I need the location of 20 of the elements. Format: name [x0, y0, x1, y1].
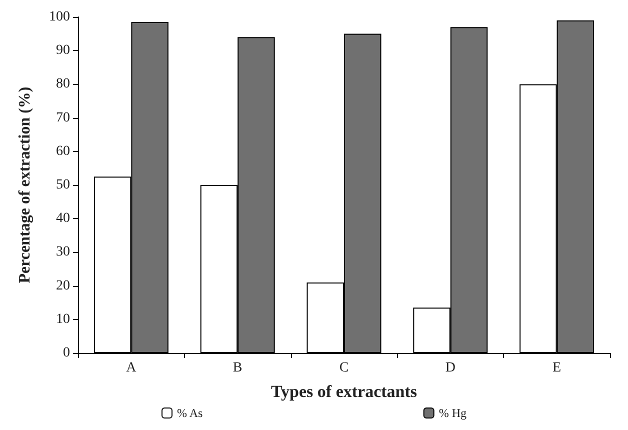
legend-label: % Hg [438, 406, 467, 420]
y-tick-label: 60 [56, 144, 70, 159]
x-tick-label: A [126, 360, 138, 376]
y-tick-label: 0 [63, 346, 70, 360]
x-axis-title: Types of extractants [270, 382, 418, 401]
y-tick-label: 50 [56, 178, 70, 192]
y-tick-label: 70 [56, 110, 70, 126]
x-tick-label: D [445, 360, 456, 376]
x-tick-label: E [552, 360, 562, 376]
x-tick-label: B [232, 360, 242, 376]
y-tick-label: 40 [56, 211, 70, 226]
y-tick-label: 100 [49, 10, 70, 24]
y-tick-label: 90 [56, 43, 70, 58]
y-tick-label: 30 [56, 244, 70, 260]
x-tick-label: C [339, 360, 349, 376]
legend-label: % As [177, 406, 204, 420]
y-tick-label: 80 [56, 76, 70, 92]
y-axis-title: Percentage of extraction (%) [16, 86, 34, 284]
y-tick-label: 10 [56, 312, 70, 327]
y-tick-label: 20 [56, 278, 70, 294]
